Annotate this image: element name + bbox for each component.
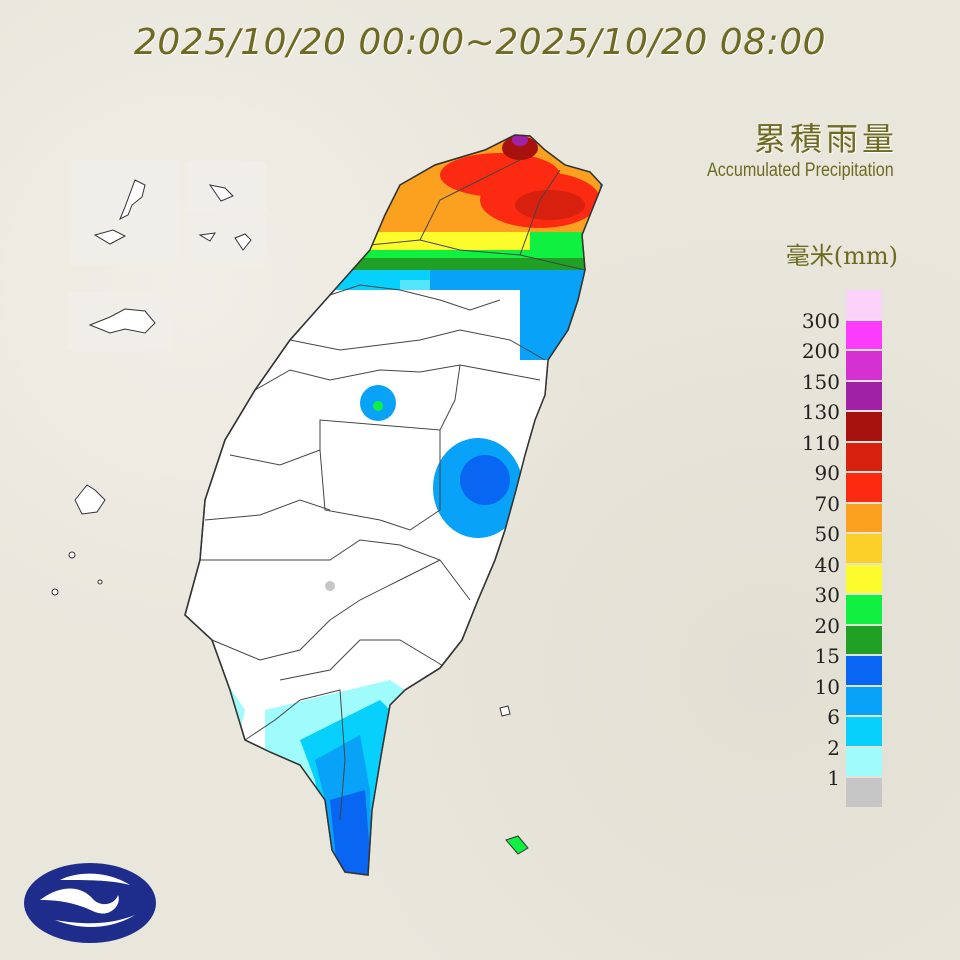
legend-label: 2 — [827, 735, 840, 760]
legend-swatch — [846, 656, 882, 685]
legend-swatch — [846, 534, 882, 563]
legend-swatch — [846, 686, 882, 715]
legend-label: 70 — [814, 491, 840, 516]
legend-swatch — [846, 442, 882, 471]
legend-label: 1 — [827, 766, 840, 790]
county-boundaries — [200, 159, 586, 821]
legend-swatch — [846, 351, 882, 380]
legend-label: 110 — [801, 430, 840, 455]
rain-max-purple — [512, 135, 528, 146]
penghu-islands — [51, 484, 106, 596]
legend-swatch — [846, 747, 882, 776]
green-island — [505, 835, 529, 855]
legend-swatch — [846, 320, 882, 349]
legend-label: 10 — [814, 674, 840, 699]
legend-label: 200 — [801, 339, 840, 363]
legend-label: 20 — [814, 613, 840, 638]
legend-label: 40 — [814, 552, 840, 577]
legend-label: 30 — [814, 583, 840, 607]
legend-swatch — [846, 412, 882, 441]
legend-swatch — [846, 381, 882, 410]
taiwan-main-island — [184, 134, 603, 876]
time-range-title: 2025/10/20 00:00~2025/10/20 08:00 — [133, 22, 827, 63]
legend-label: 6 — [827, 705, 840, 729]
heading-chinese: 累積雨量 — [753, 120, 898, 158]
legend-label: 50 — [814, 522, 840, 546]
legend-swatch — [846, 290, 882, 319]
orchid-island — [499, 705, 511, 717]
legend-swatch — [846, 717, 882, 746]
unit-label: 毫米(mm) — [785, 242, 898, 270]
legend-swatch — [846, 625, 882, 654]
inset-islands — [68, 160, 267, 350]
cwa-logo — [24, 863, 156, 943]
rain-band-northeast — [520, 260, 600, 360]
heading-english: Accumulated Precipitation — [707, 160, 894, 181]
legend-swatch — [846, 595, 882, 624]
legend-swatch — [846, 778, 882, 807]
legend-label: 90 — [814, 461, 840, 485]
legend-label: 130 — [801, 400, 840, 424]
color-legend — [846, 290, 882, 809]
legend-swatch — [846, 473, 882, 502]
legend-swatch — [846, 503, 882, 532]
legend-label: 15 — [814, 644, 840, 668]
legend-label: 150 — [801, 369, 840, 394]
legend-swatch — [846, 564, 882, 593]
legend-label: 300 — [801, 308, 840, 333]
